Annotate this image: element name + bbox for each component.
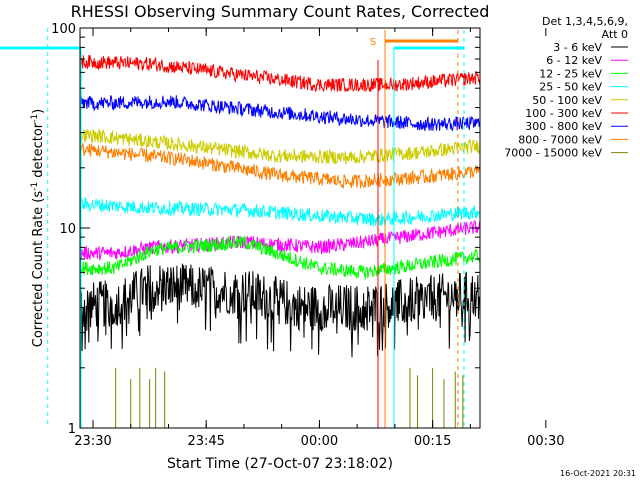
x-tick-label-4: 00:30 xyxy=(527,434,564,449)
flag-s-label: S xyxy=(370,37,376,48)
data-layer xyxy=(80,55,480,428)
series-25-50-kev-trace xyxy=(80,196,480,227)
x-tick-label-0: 23:30 xyxy=(74,434,111,449)
legend-label-6-12-kev: 6 - 12 keV xyxy=(546,54,602,67)
series-3-6-kev-trace xyxy=(80,263,480,358)
x-tick-label-2: 00:00 xyxy=(301,434,338,449)
legend-label-3-6-kev: 3 - 6 keV xyxy=(553,41,602,54)
legend-label-800-7000-kev: 800 - 7000 keV xyxy=(518,133,602,146)
legend-label-12-25-kev: 12 - 25 keV xyxy=(539,67,602,80)
y-axis-label-sup1: -1 xyxy=(30,182,40,191)
series-300-800-kev-trace xyxy=(80,95,480,132)
series-100-300-kev-trace xyxy=(80,55,480,93)
y-axis-label-sup2: -1 xyxy=(30,114,40,123)
y-tick-label-2: 100 xyxy=(51,22,76,37)
y-tick-label-1: 10 xyxy=(59,222,76,237)
x-axis-label: Start Time (27-Oct-07 23:18:02) xyxy=(167,456,393,472)
legend-label-300-800-kev: 300 - 800 keV xyxy=(525,120,602,133)
footer-timestamp: 16-Oct-2021 20:31 xyxy=(560,469,636,478)
legend-label-25-50-kev: 25 - 50 keV xyxy=(539,81,602,94)
y-axis-label-mid: detector xyxy=(31,122,46,182)
legend-label-100-300-kev: 100 - 300 keV xyxy=(525,107,602,120)
y-tick-label-0: 1 xyxy=(68,422,76,437)
series-7000-15000-kev xyxy=(115,367,464,428)
y-axis-label: Corrected Count Rate (s-1 detector-1) xyxy=(30,109,46,347)
chart-title: RHESSI Observing Summary Count Rates, Co… xyxy=(71,2,490,21)
legend-label-7000-15000-kev: 7000 - 15000 keV xyxy=(504,147,602,160)
series-50-100-kev-trace xyxy=(80,128,480,165)
overlay-layer: S xyxy=(0,28,465,428)
x-tick-label-3: 00:15 xyxy=(414,434,451,449)
attenuator-label: Att 0 xyxy=(602,28,628,41)
x-tick-label-1: 23:45 xyxy=(187,434,224,449)
y-axis-label-end: ) xyxy=(31,109,46,114)
y-axis-label-main: Corrected Count Rate (s xyxy=(31,191,46,348)
detector-label: Det 1,3,4,5,6,9, xyxy=(542,15,628,28)
legend-label-50-100-kev: 50 - 100 keV xyxy=(532,94,602,107)
